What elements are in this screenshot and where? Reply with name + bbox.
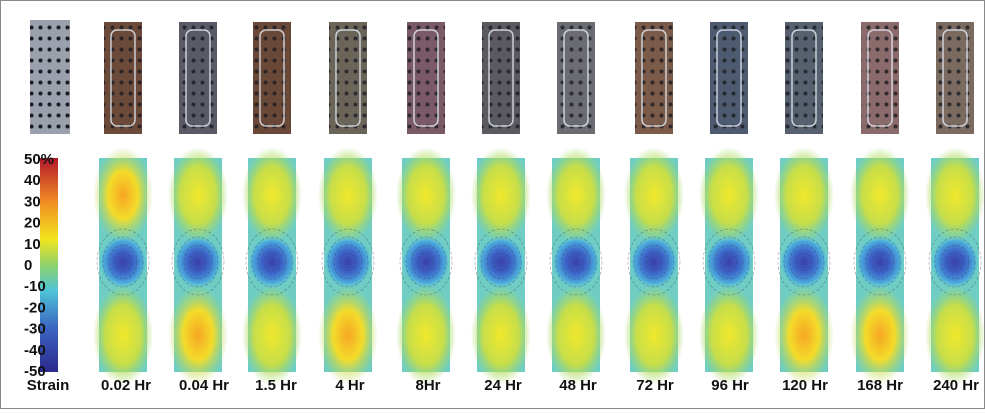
center-lobe bbox=[552, 236, 600, 288]
center-lobe bbox=[402, 236, 450, 288]
bottom-lobe bbox=[242, 285, 302, 385]
column-label: 48 Hr bbox=[559, 377, 597, 394]
colorbar-tick-label: 30 bbox=[24, 193, 41, 210]
bottom-lobe bbox=[925, 285, 985, 385]
bottom-lobe bbox=[774, 285, 834, 385]
center-lobe bbox=[477, 236, 525, 288]
top-lobe bbox=[925, 147, 985, 243]
bottom-lobe bbox=[624, 285, 684, 385]
strain-map bbox=[318, 147, 378, 385]
top-lobe bbox=[396, 147, 456, 243]
column-label: 1.5 Hr bbox=[255, 377, 297, 394]
strain-map bbox=[242, 147, 302, 385]
colorbar-tick-label: 10 bbox=[24, 236, 41, 253]
column-label: 0.02 Hr bbox=[101, 377, 151, 394]
sample-dots bbox=[557, 22, 595, 134]
bottom-lobe bbox=[396, 285, 456, 385]
top-lobe bbox=[624, 147, 684, 243]
column-label: 168 Hr bbox=[857, 377, 903, 394]
column-label: 72 Hr bbox=[636, 377, 674, 394]
sample-dots bbox=[861, 22, 899, 134]
colorbar-tick-label: -10 bbox=[24, 278, 46, 295]
colorbar-tick-label: -20 bbox=[24, 299, 46, 316]
sample-dots bbox=[710, 22, 748, 134]
strain-map bbox=[546, 147, 606, 385]
sample-dots bbox=[482, 22, 520, 134]
bottom-lobe bbox=[318, 285, 378, 385]
colorbar-tick-label: -30 bbox=[24, 321, 46, 338]
strain-map bbox=[850, 147, 910, 385]
bottom-lobe bbox=[546, 285, 606, 385]
sample-dots bbox=[407, 22, 445, 134]
bottom-lobe bbox=[850, 285, 910, 385]
center-lobe bbox=[99, 236, 147, 288]
center-lobe bbox=[630, 236, 678, 288]
colorbar-tick-label: -40 bbox=[24, 342, 46, 359]
strain-map bbox=[925, 147, 985, 385]
strain-map bbox=[774, 147, 834, 385]
top-lobe bbox=[93, 147, 153, 243]
reference-dots bbox=[30, 20, 70, 134]
strain-map bbox=[699, 147, 759, 385]
column-label: Strain bbox=[27, 377, 70, 394]
column-label: 120 Hr bbox=[782, 377, 828, 394]
center-lobe bbox=[780, 236, 828, 288]
top-lobe bbox=[850, 147, 910, 243]
colorbar-tick-label: 50% bbox=[24, 151, 54, 168]
center-lobe bbox=[931, 236, 979, 288]
center-lobe bbox=[856, 236, 904, 288]
sample-dots bbox=[179, 22, 217, 134]
top-lobe bbox=[242, 147, 302, 243]
sample-dots bbox=[936, 22, 974, 134]
strain-map bbox=[471, 147, 531, 385]
sample-dots bbox=[329, 22, 367, 134]
sample-dots bbox=[253, 22, 291, 134]
center-lobe bbox=[174, 236, 222, 288]
column-label: 0.04 Hr bbox=[179, 377, 229, 394]
column-label: 240 Hr bbox=[933, 377, 979, 394]
colorbar-tick-label: 40 bbox=[24, 172, 41, 189]
sample-dots bbox=[104, 22, 142, 134]
top-lobe bbox=[699, 147, 759, 243]
column-label: 24 Hr bbox=[484, 377, 522, 394]
center-lobe bbox=[705, 236, 753, 288]
strain-map bbox=[93, 147, 153, 385]
colorbar-tick-label: 0 bbox=[24, 257, 32, 274]
column-label: 4 Hr bbox=[335, 377, 364, 394]
bottom-lobe bbox=[93, 285, 153, 385]
sample-dots bbox=[635, 22, 673, 134]
top-lobe bbox=[318, 147, 378, 243]
colorbar bbox=[40, 158, 58, 372]
bottom-lobe bbox=[168, 285, 228, 385]
center-lobe bbox=[324, 236, 372, 288]
column-label: 8Hr bbox=[415, 377, 440, 394]
top-lobe bbox=[774, 147, 834, 243]
strain-map bbox=[624, 147, 684, 385]
bottom-lobe bbox=[471, 285, 531, 385]
colorbar-tick-label: 20 bbox=[24, 215, 41, 232]
strain-map bbox=[168, 147, 228, 385]
top-lobe bbox=[471, 147, 531, 243]
top-lobe bbox=[168, 147, 228, 243]
center-lobe bbox=[248, 236, 296, 288]
figure: 50%403020100-10-20-30-40-50 Strain0.02 H… bbox=[0, 0, 985, 409]
bottom-lobe bbox=[699, 285, 759, 385]
sample-dots bbox=[785, 22, 823, 134]
strain-map bbox=[396, 147, 456, 385]
column-label: 96 Hr bbox=[711, 377, 749, 394]
top-lobe bbox=[546, 147, 606, 243]
